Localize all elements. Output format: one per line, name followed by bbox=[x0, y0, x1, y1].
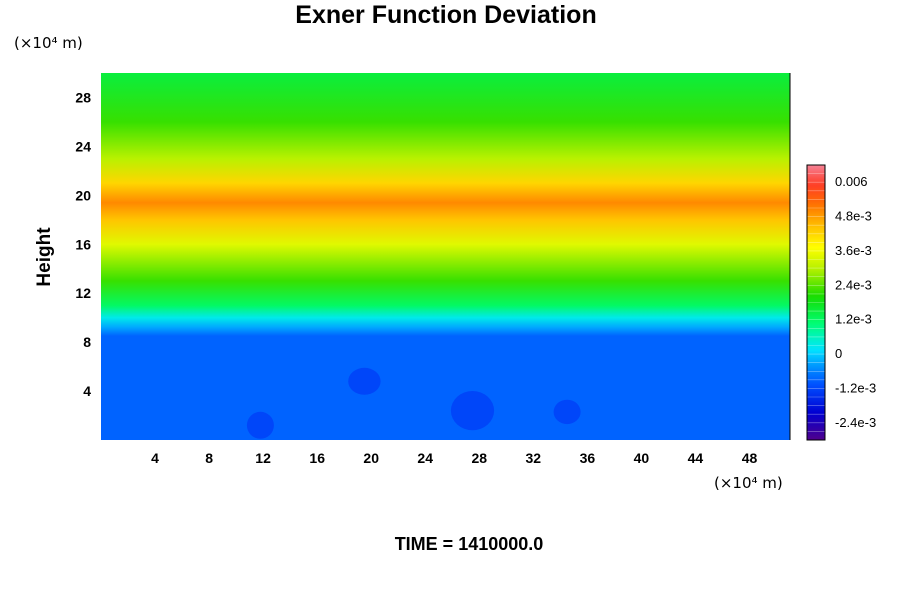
colorbar-tick-label: -1.2e-3 bbox=[835, 380, 876, 395]
y-tick-label: 4 bbox=[83, 383, 91, 399]
colorbar-tick-label: 1.2e-3 bbox=[835, 312, 872, 327]
plot-area bbox=[101, 73, 791, 440]
x-axis-unit: (×10⁴ m) bbox=[714, 474, 783, 492]
x-tick-label: 20 bbox=[363, 450, 379, 466]
y-tick-label: 20 bbox=[75, 187, 91, 203]
x-tick-label: 44 bbox=[688, 450, 704, 466]
colorbar-tick-label: 4.8e-3 bbox=[835, 209, 872, 224]
anomaly-blob bbox=[246, 411, 274, 439]
colorbar-tick-label: -2.4e-3 bbox=[835, 415, 876, 430]
x-tick-label: 28 bbox=[472, 450, 488, 466]
x-tick-label: 36 bbox=[580, 450, 596, 466]
anomaly-group bbox=[246, 367, 581, 439]
colorbar-tick-label: 0.006 bbox=[835, 174, 868, 189]
colorbar-steps bbox=[807, 173, 825, 432]
y-tick-labels: 4 8 12 16 20 24 28 bbox=[75, 90, 91, 400]
x-tick-label: 24 bbox=[417, 450, 433, 466]
colorbar-tick-label: 0 bbox=[835, 346, 842, 361]
x-tick-label: 16 bbox=[309, 450, 325, 466]
x-tick-label: 40 bbox=[634, 450, 650, 466]
anomaly-blob bbox=[553, 399, 581, 425]
anomaly-blob bbox=[450, 391, 495, 431]
colorbar-tick-label: 2.4e-3 bbox=[835, 277, 872, 292]
time-label: TIME = 1410000.0 bbox=[395, 534, 544, 554]
y-tick-label: 8 bbox=[83, 334, 91, 350]
y-tick-label: 24 bbox=[75, 138, 91, 154]
y-axis-unit: (×10⁴ m) bbox=[14, 34, 83, 52]
x-tick-label: 12 bbox=[255, 450, 271, 466]
x-tick-labels: 4 8 12 16 20 24 28 32 36 40 44 48 bbox=[151, 450, 757, 466]
colorbar-tick-label: 3.6e-3 bbox=[835, 243, 872, 258]
y-tick-label: 12 bbox=[75, 285, 91, 301]
heatmap-field bbox=[101, 73, 790, 440]
anomaly-blob bbox=[348, 367, 381, 395]
x-tick-label: 8 bbox=[205, 450, 213, 466]
y-tick-label: 16 bbox=[75, 236, 91, 252]
x-tick-label: 4 bbox=[151, 450, 159, 466]
colorbar-border bbox=[806, 164, 826, 441]
colorbar: 0.006 4.8e-3 3.6e-3 2.4e-3 1.2e-3 0 -1.2e-3 -2.… bbox=[806, 164, 876, 441]
x-tick-label: 32 bbox=[526, 450, 542, 466]
y-axis-label: Height bbox=[34, 227, 55, 287]
x-tick-label: 48 bbox=[742, 450, 758, 466]
colorbar-fill bbox=[807, 165, 825, 440]
colorbar-tick-labels: 0.006 4.8e-3 3.6e-3 2.4e-3 1.2e-3 0 -1.2e-3 -2.… bbox=[835, 174, 876, 430]
y-tick-label: 28 bbox=[75, 90, 91, 106]
chart-title: Exner Function Deviation bbox=[295, 1, 596, 29]
